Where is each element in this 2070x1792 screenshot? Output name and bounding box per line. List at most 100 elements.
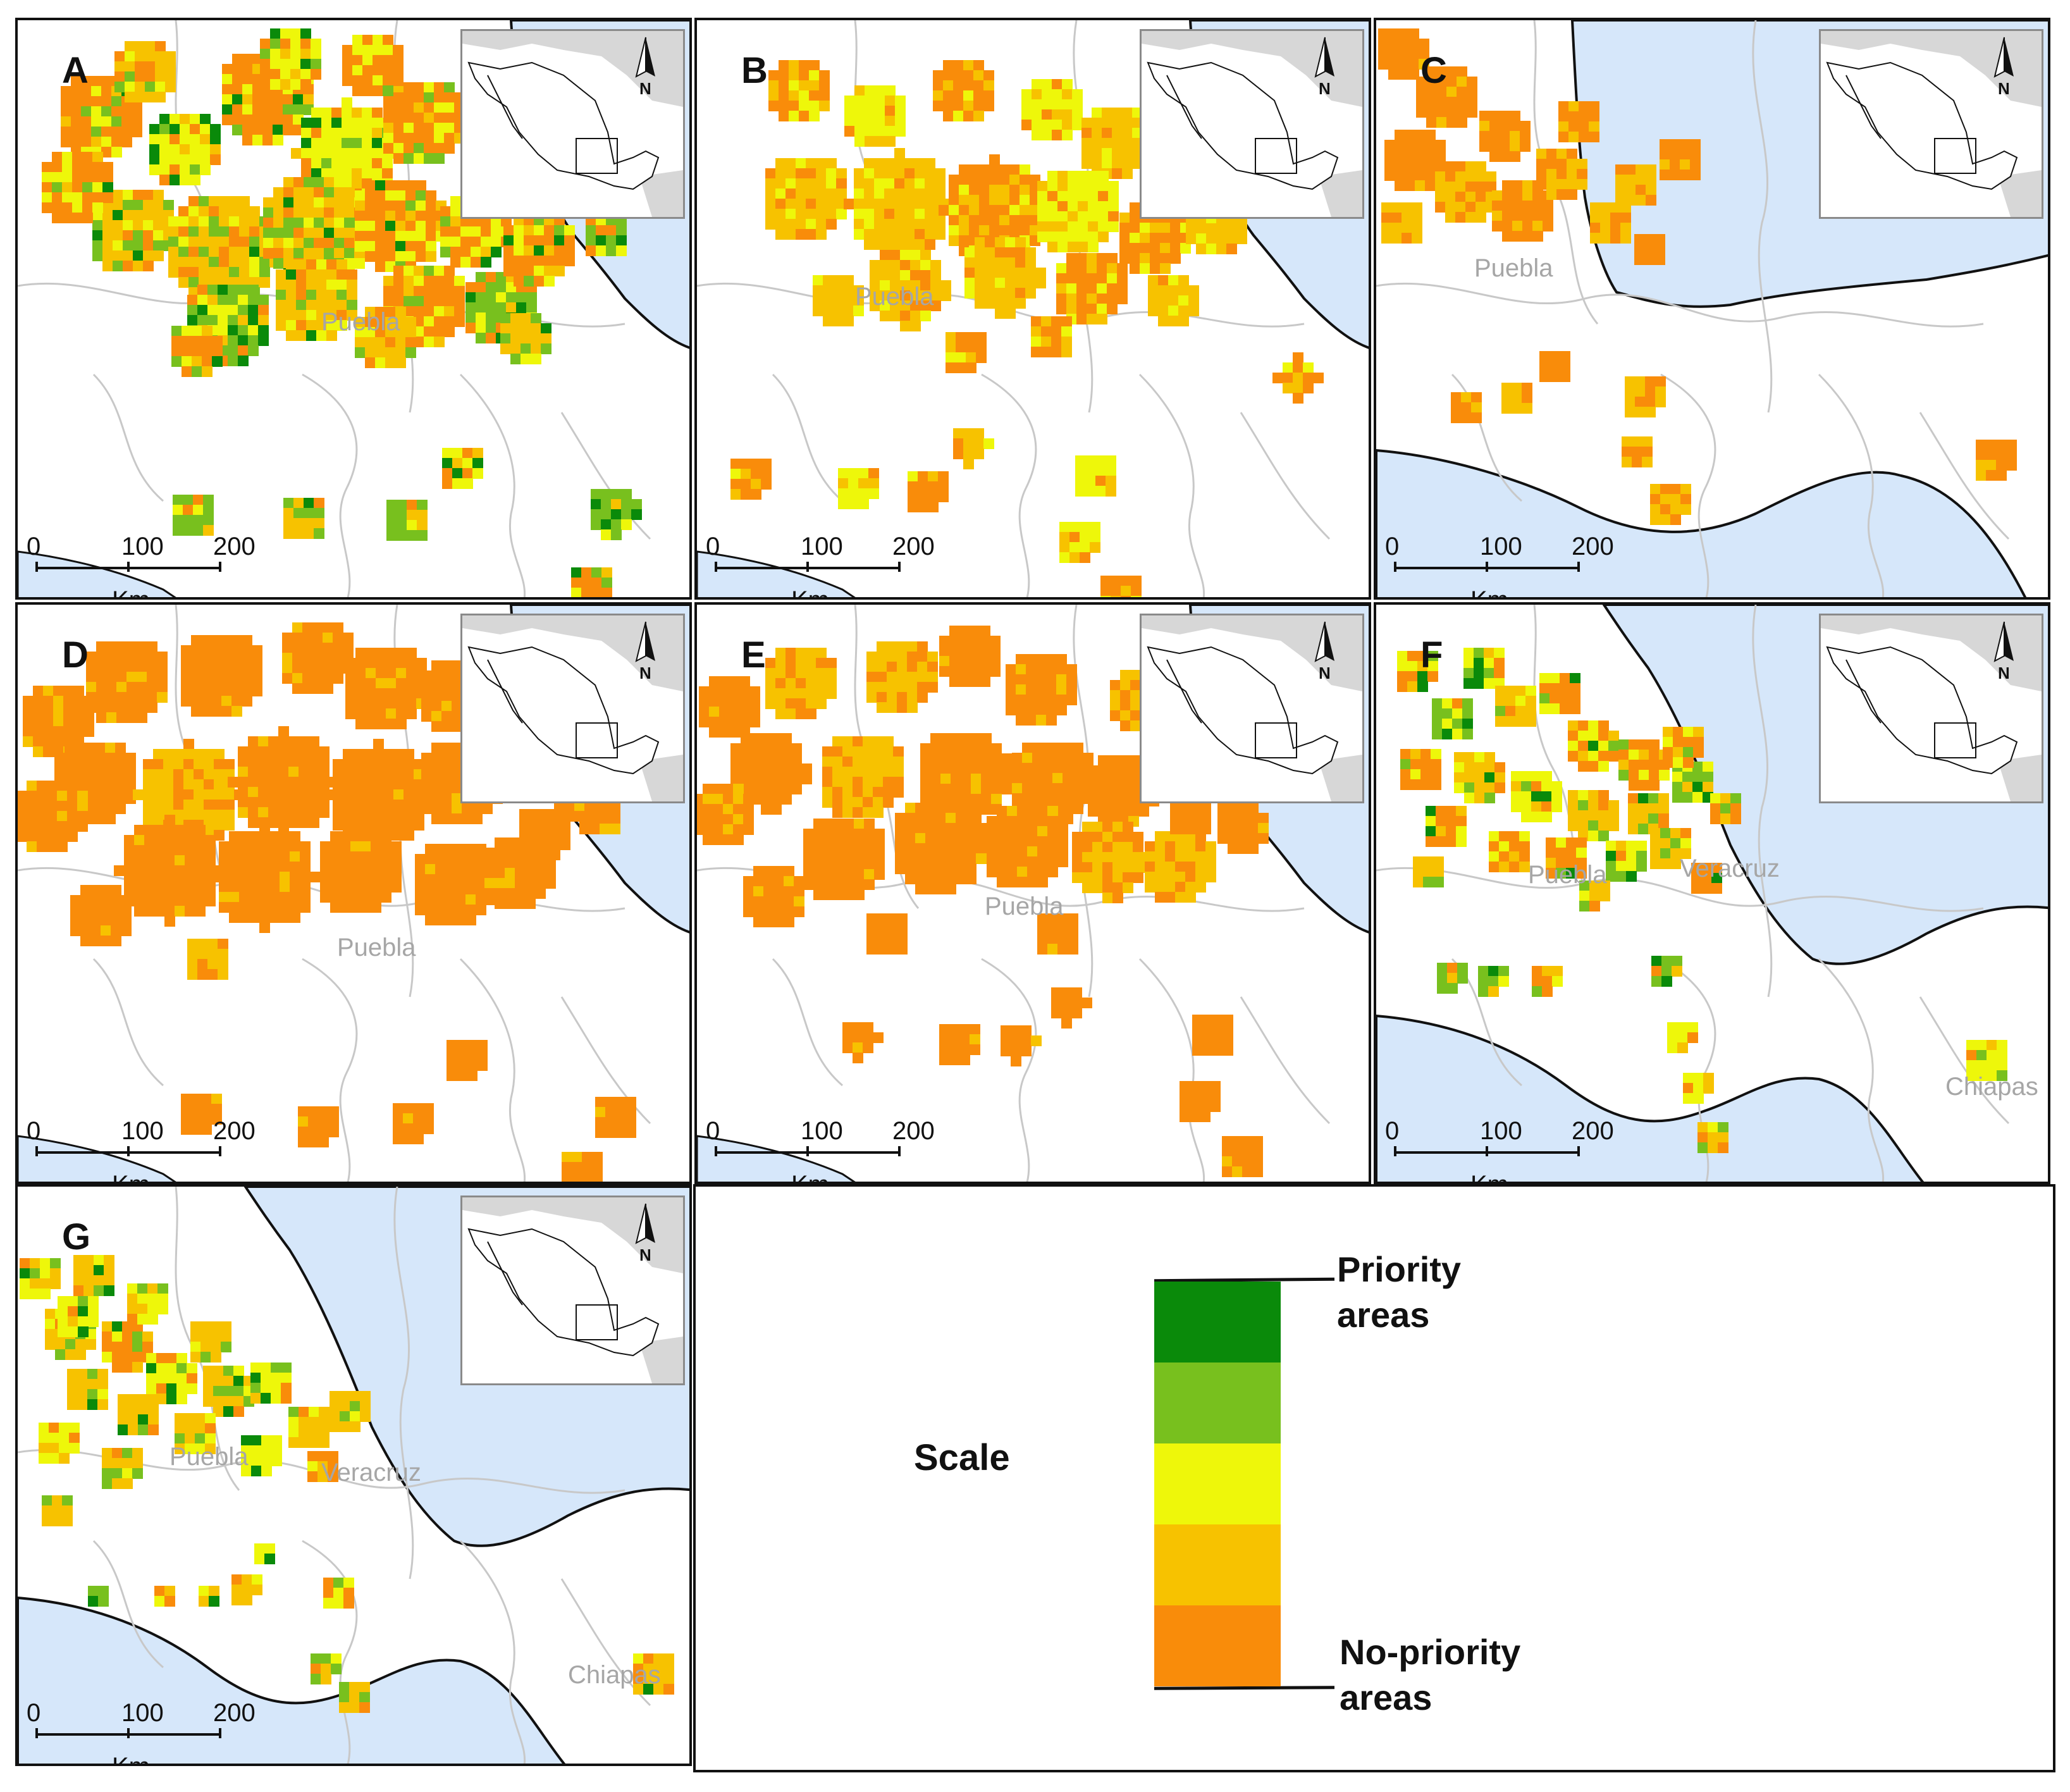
state-border-5 [772,958,843,1087]
priority-blobs [1378,28,2017,525]
panel-letter: B [741,50,768,91]
mexico-locator-inset: N [460,614,685,803]
mexico-locator-icon [462,31,683,217]
panel-letter: D [62,634,89,676]
pacific-coast [18,1135,176,1182]
map-panel-c: C Puebla N 0 100 200 Km [1374,18,2050,600]
north-label: N [1319,664,1331,683]
state-border-2 [1752,605,1773,998]
scale-unit: Km [1470,1171,1508,1182]
state-border-3 [1660,373,1716,597]
legend-priority-line-2: areas [1337,1295,1430,1335]
state-border-5 [92,958,164,1087]
north-arrow-icon [635,37,655,78]
mexico-locator-icon [1142,615,1362,801]
scale-unit: Km [112,1753,150,1764]
place-label-puebla: Puebla [985,893,1064,920]
scale-tick-label: 0 [1385,1117,1400,1145]
study-area-box [1934,138,1976,174]
map-panel-a: A Puebla N 0 100 200 Km [15,18,692,600]
scale-unit: Km [112,1171,150,1182]
scale-tick-label: 200 [1572,1117,1614,1145]
legend-swatch-3 [1154,1443,1281,1524]
priority-blobs [42,28,642,597]
legend-swatch-5 [1154,1605,1281,1686]
scale-tick-label: 200 [213,533,256,560]
map-panel-d: D Puebla N 0 100 200 Km [15,602,692,1184]
scale-unit: Km [791,1171,829,1182]
legend-title: Scale [914,1437,1010,1478]
state-border-4 [459,958,526,1182]
state-borders [1376,20,2010,597]
mexico-locator-icon [462,615,683,801]
scale-bar: 0 100 200 Km [27,533,256,597]
study-area-box [1255,722,1297,758]
scale-bar-line [715,1151,901,1154]
state-border-5 [92,1540,164,1669]
study-area-box [576,1304,618,1340]
map-panel-g: G Puebla Veracruz Chiapas N 0 100 200 Km [15,1184,692,1766]
panel-letter: E [741,634,766,676]
pacific-coast [697,550,856,597]
mexico-outline [467,61,660,190]
scale-tick-label: 100 [121,1117,164,1145]
state-border-6 [1240,412,1331,540]
priority-blobs [697,626,1269,1177]
legend-no-priority-line-2: areas [1340,1678,1432,1717]
scale-bar: 0 100 200 Km [27,1699,256,1764]
scale-bar-line [35,567,221,569]
priority-blobs [1397,648,2007,1153]
north-label: N [1998,79,2010,98]
mexico-locator-inset: N [1140,29,1364,219]
place-label-puebla: Puebla [169,1443,249,1471]
state-border-5 [92,373,164,502]
central-america-landmass [1319,755,1362,801]
map-panel-f: F Puebla Veracruz Chiapas N 0 100 200 Km [1374,602,2050,1184]
scale-unit: Km [112,586,150,597]
north-arrow-icon [635,621,655,662]
legend-priority-line-1: Priority [1337,1249,1462,1289]
map-panel-e: E Puebla N 0 100 200 Km [694,602,1371,1184]
state-border-5 [1451,373,1522,502]
usa-landmass [1142,31,1362,107]
state-border-0 [1376,282,1984,328]
scale-tick-label: 200 [213,1699,256,1727]
panel-letter: A [62,50,89,91]
place-label-puebla: Puebla [855,283,934,311]
usa-landmass [1821,31,2042,107]
state-border-6 [1240,996,1331,1125]
baja-peninsula [487,659,523,724]
state-border-0 [1376,867,1984,912]
mexico-locator-inset: N [1819,29,2043,219]
state-border-4 [1138,373,1205,597]
north-arrow-icon [1314,37,1334,78]
place-label-puebla: Puebla [1474,254,1553,282]
usa-landmass [462,1197,683,1273]
priority-blobs [18,622,636,1182]
scale-bar: 0 100 200 Km [1385,533,1614,597]
scale-unit: Km [791,586,829,597]
scale-unit: Km [1470,586,1508,597]
usa-landmass [462,31,683,107]
scale-tick-label: 100 [121,533,164,560]
baja-peninsula [1845,75,1882,139]
legend-priority-label: Priority areas [1337,1247,1461,1338]
baja-peninsula [1166,659,1202,724]
state-border-3 [981,958,1037,1182]
state-border-6 [560,412,651,540]
central-america-landmass [1998,170,2042,217]
legend-no-priority-line-1: No-priority [1340,1632,1521,1672]
state-border-3 [302,1540,358,1764]
usa-landmass [1142,615,1362,691]
mexico-locator-icon [1142,31,1362,217]
scale-tick-label: 0 [706,1117,720,1145]
scale-tick-label: 100 [801,533,843,560]
legend-bottom-line [1154,1686,1335,1690]
mexico-outline [1147,61,1339,190]
state-border-4 [459,373,526,597]
state-border-6 [1919,412,2010,540]
legend-swatch-2 [1154,1363,1281,1443]
panel-letter: G [62,1216,91,1257]
pacific-coast [18,550,176,597]
mexico-locator-icon [462,1197,683,1383]
